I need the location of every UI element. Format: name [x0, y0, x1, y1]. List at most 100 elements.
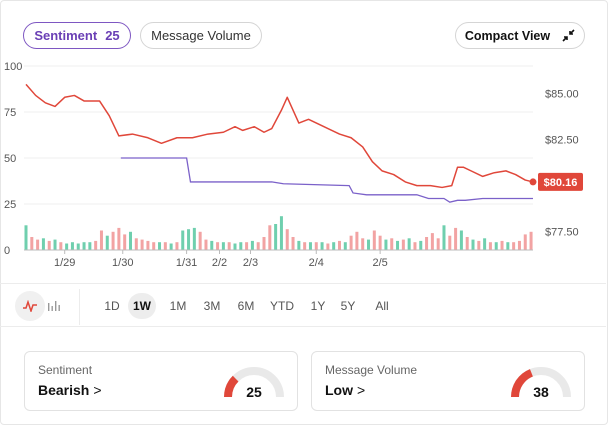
range-1y-button[interactable]: 1Y — [310, 299, 326, 313]
line-chart-icon — [23, 300, 37, 312]
right-axis-tick-label: $82.50 — [545, 135, 579, 147]
volume-bar — [262, 237, 266, 250]
volume-bar — [308, 242, 312, 250]
volume-bar — [477, 240, 481, 250]
x-axis-tick-label: 2/2 — [212, 257, 227, 269]
volume-bar — [256, 242, 260, 250]
range-3m-button[interactable]: 3M — [203, 299, 221, 313]
volume-bar — [361, 238, 365, 250]
volume-bar — [233, 243, 237, 250]
volume-bar — [494, 242, 498, 250]
chart-controls: 1D 1W 1M 3M 6M YTD 1Y 5Y All — [0, 289, 608, 325]
volume-score: 38 — [533, 384, 549, 400]
sentiment-card[interactable]: Sentiment Bearish > 25 — [24, 351, 298, 411]
volume-bar — [297, 240, 301, 250]
chevron-right-icon: > — [357, 382, 366, 398]
volume-bar — [175, 242, 179, 250]
x-axis-tick-label: 1/30 — [112, 257, 133, 269]
volume-bar — [59, 242, 63, 250]
volume-bar — [24, 225, 28, 250]
left-axis-tick-label: 25 — [4, 199, 16, 211]
left-axis-tick-label: 0 — [4, 245, 10, 257]
volume-bar — [105, 235, 109, 250]
left-axis-tick-label: 100 — [4, 61, 22, 73]
x-axis-tick-label: 2/5 — [372, 257, 387, 269]
volume-bar — [163, 242, 167, 250]
volume-bar — [436, 238, 440, 250]
sentiment-price-chart: 100 75 50 25 0 $85.00 $82.50 $77.50 1/29 1/30 1/31… — [4, 61, 583, 269]
volume-bar — [343, 242, 347, 250]
volume-bar — [396, 240, 400, 250]
volume-bar — [187, 229, 191, 250]
volume-bar — [378, 235, 382, 250]
volume-bar — [221, 242, 225, 250]
sentiment-tab[interactable]: Sentiment 25 — [23, 22, 131, 49]
volume-value-text: Low — [325, 382, 353, 398]
volume-bar — [326, 243, 330, 250]
sentiment-card-value: Bearish > — [38, 382, 102, 398]
volume-bar — [372, 230, 376, 250]
line-chart-toggle[interactable] — [15, 291, 45, 321]
volume-bar — [245, 242, 249, 250]
collapse-arrows-icon — [562, 29, 575, 42]
volume-bar — [337, 240, 341, 250]
last-price-dot — [529, 178, 537, 186]
volume-bar — [146, 240, 150, 250]
volume-bar — [216, 242, 220, 250]
volume-bar — [128, 231, 132, 250]
range-1d-button[interactable]: 1D — [104, 299, 120, 313]
message-volume-card[interactable]: Message Volume Low > 38 — [311, 351, 585, 411]
sentiment-series-line — [120, 157, 533, 203]
range-5y-button[interactable]: 5Y — [340, 299, 356, 313]
volume-bar — [279, 216, 283, 250]
volume-bar — [349, 235, 353, 250]
left-axis-tick-label: 50 — [4, 153, 16, 165]
last-price-badge — [538, 172, 583, 191]
volume-bar — [355, 231, 359, 250]
volume-bar — [488, 242, 492, 250]
range-1m-button[interactable]: 1M — [169, 299, 187, 313]
sentiment-gauge — [224, 367, 284, 398]
volume-bar — [529, 231, 533, 250]
left-axis-tick-label: 75 — [4, 107, 16, 119]
volume-bar — [320, 242, 324, 250]
volume-bar — [76, 243, 80, 250]
volume-bar — [413, 242, 417, 250]
volume-bar — [523, 234, 527, 250]
volume-bar — [419, 240, 423, 250]
price-series-line — [25, 83, 534, 189]
volume-bar — [65, 243, 69, 250]
volume-bar — [285, 229, 289, 250]
volume-bar — [70, 242, 74, 250]
range-all-button[interactable]: All — [375, 299, 389, 313]
right-axis-tick-label: $85.00 — [545, 89, 579, 101]
volume-bar — [36, 239, 40, 250]
volume-bar — [465, 237, 469, 250]
sentiment-tab-label: Sentiment — [34, 28, 98, 43]
range-ytd-button[interactable]: YTD — [270, 299, 294, 313]
bar-chart-toggle[interactable] — [39, 291, 69, 321]
range-6m-button[interactable]: 6M — [237, 299, 255, 313]
chevron-right-icon: > — [93, 382, 102, 398]
sentiment-value-text: Bearish — [38, 382, 90, 398]
range-1w-button[interactable]: 1W — [128, 293, 156, 319]
volume-gauge — [511, 367, 571, 398]
volume-bar — [274, 224, 278, 250]
volume-bar — [30, 237, 34, 250]
message-volume-tab[interactable]: Message Volume — [140, 22, 262, 49]
volume-bar — [41, 238, 45, 250]
volume-bar — [425, 237, 429, 250]
volume-bar — [332, 242, 336, 250]
volume-bar — [111, 231, 115, 250]
gauge-fill — [511, 369, 534, 398]
volume-bar — [384, 239, 388, 250]
volume-bar — [500, 240, 504, 250]
volume-bar — [268, 225, 272, 250]
volume-bar — [401, 239, 405, 250]
volume-bar — [47, 240, 51, 250]
volume-bar — [204, 239, 208, 250]
compact-view-button[interactable]: Compact View — [455, 22, 585, 49]
volume-bar — [407, 238, 411, 250]
volume-bar — [506, 242, 510, 250]
x-axis-tick-label: 1/29 — [54, 257, 75, 269]
